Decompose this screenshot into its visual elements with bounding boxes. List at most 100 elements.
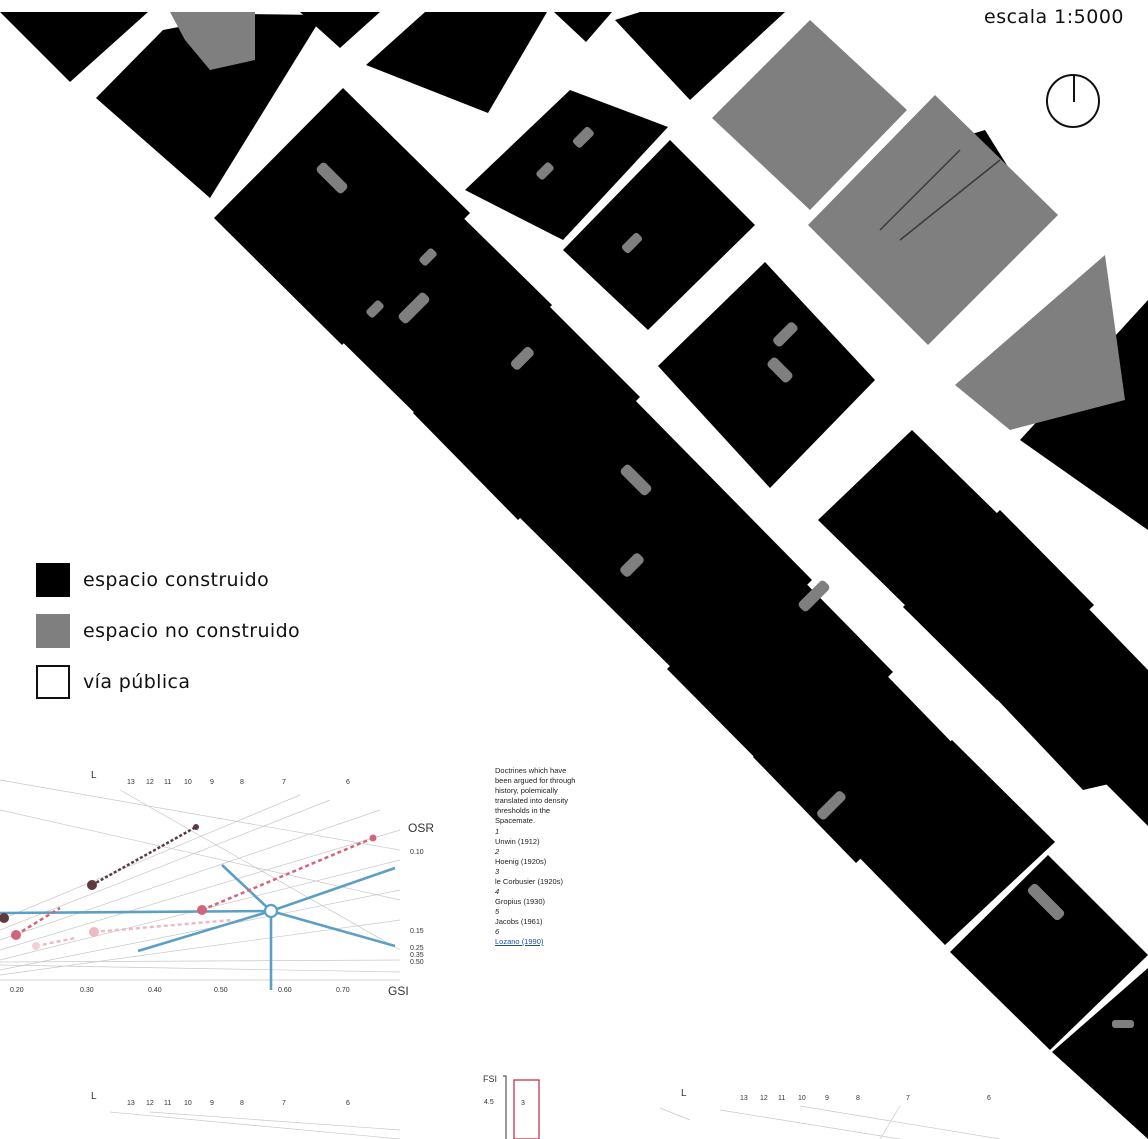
doctrine-number: 5 — [495, 907, 500, 916]
church-interior — [879, 149, 1001, 241]
courtyard-14 — [817, 791, 846, 820]
l-tick: 7 — [282, 779, 286, 786]
fsi-box-value: 3 — [521, 1100, 525, 1107]
l-tick: 11 — [164, 1100, 171, 1107]
l-tick: 8 — [856, 1095, 860, 1102]
plaza-square — [712, 20, 907, 210]
l-tick: 10 — [184, 779, 192, 786]
scale-label: escala 1:5000 — [984, 6, 1124, 28]
osr-tick: 0.50 — [410, 959, 424, 966]
courtyard-6 — [366, 300, 384, 318]
doctrine-number: 6 — [495, 927, 500, 936]
fsi-chart: FSI 4.5 3 — [483, 1074, 540, 1139]
spacemate-chart-bottom-left: L 13 12 11 10 9 8 7 6 — [91, 1091, 401, 1139]
doctrine-name: Unwin (1912) — [495, 837, 540, 846]
series-point — [89, 927, 99, 937]
north-needle — [1073, 76, 1075, 102]
doctrine-number: 3 — [495, 867, 500, 876]
courtyard-16 — [1027, 883, 1065, 921]
plaza-right — [955, 255, 1125, 430]
courtyard-9 — [773, 322, 798, 347]
block-top-left — [0, 12, 148, 82]
block-top-4 — [366, 12, 547, 113]
series-point — [369, 834, 377, 842]
l-tick: 6 — [346, 1100, 350, 1107]
spacemate-chart-bottom-right: L 13 12 11 10 9 8 7 6 — [659, 1088, 1001, 1139]
l-tick: 10 — [798, 1095, 806, 1102]
block-mid-2 — [903, 510, 1094, 700]
plaza-large — [808, 95, 1058, 345]
l-tick: 9 — [210, 779, 214, 786]
legend-item-unbuilt: espacio no construido — [36, 614, 300, 648]
block-row3-2 — [563, 140, 755, 330]
block-top-2 — [96, 14, 323, 198]
threshold-point — [263, 903, 279, 919]
osr-tick: 0.10 — [410, 849, 424, 856]
gsi-tick: 0.30 — [80, 987, 94, 994]
legend-item-built: espacio construido — [36, 563, 300, 597]
l-tick: 13 — [127, 779, 135, 786]
courtyard-3 — [536, 162, 554, 180]
map-legend: espacio construido espacio no construido… — [36, 563, 300, 716]
osr-tick: 0.15 — [410, 928, 424, 935]
block-mid-1 — [818, 430, 1004, 610]
courtyard-15 — [1112, 1020, 1134, 1028]
courtyard-10 — [767, 357, 793, 383]
l-tick: 6 — [987, 1095, 991, 1102]
series-point — [32, 942, 40, 950]
osr-tick-labels: 0.10 0.15 0.25 0.35 0.50 — [410, 849, 424, 966]
block-mid-3 — [993, 605, 1148, 790]
doctrine-name-link[interactable]: Lozano (1990) — [495, 937, 544, 946]
spacemate-chart-top: L 13 12 11 10 9 8 7 6 OSR — [0, 770, 434, 998]
blue-threshold-lines — [0, 864, 396, 990]
series-point — [193, 824, 199, 830]
l-tick-labels: 13 12 11 10 9 8 7 6 — [127, 779, 350, 786]
gsi-tick: 0.40 — [148, 987, 162, 994]
block-lower-2 — [753, 650, 966, 863]
block-row4-1 — [413, 290, 640, 520]
doctrine-name: Gropius (1930) — [495, 897, 546, 906]
gsi-tick: 0.20 — [10, 987, 24, 994]
gsi-tick: 0.60 — [278, 987, 292, 994]
legend-item-street: vía pública — [36, 665, 300, 699]
doctrine-number: 2 — [495, 847, 500, 856]
osr-axis-label: OSR — [408, 821, 434, 835]
north-arrow-icon — [1046, 74, 1100, 128]
l-tick: 12 — [146, 779, 154, 786]
series-point — [87, 880, 97, 890]
l-tick: 10 — [184, 1100, 192, 1107]
gsi-tick-labels: 0.20 0.30 0.40 0.50 0.60 0.70 — [10, 987, 350, 994]
block-edge-2 — [1097, 725, 1148, 826]
block-row2-2 — [465, 90, 668, 240]
doctrine-number: 4 — [495, 887, 500, 896]
legend-label-unbuilt: espacio no construido — [83, 620, 301, 642]
fsi-tick: 4.5 — [484, 1099, 494, 1106]
block-row2-1 — [214, 88, 470, 345]
swatch-unbuilt — [36, 614, 70, 648]
fsi-range-box — [513, 1079, 540, 1139]
grid-lines — [0, 779, 401, 981]
gsi-tick: 0.50 — [214, 987, 228, 994]
unbuilt-spaces — [170, 12, 1134, 1028]
doctrines-text: Doctrines which have been argued for thr… — [495, 766, 585, 947]
l-tick: 6 — [346, 779, 350, 786]
gsi-tick: 0.70 — [336, 987, 350, 994]
l-tick: 8 — [240, 779, 244, 786]
doctrine-name: le Corbusier (1920s) — [495, 877, 563, 886]
l-tick: 9 — [210, 1100, 214, 1107]
gsi-axis-label: GSI — [388, 984, 409, 998]
osr-tick: 0.25 — [410, 945, 424, 952]
doctrine-number: 1 — [495, 827, 500, 836]
l-tick: 13 — [740, 1095, 748, 1102]
l-tick: 12 — [146, 1100, 154, 1107]
swatch-built — [36, 563, 70, 597]
block-row4-2 — [658, 262, 875, 488]
block-lower-3 — [845, 740, 1055, 945]
series-point — [11, 930, 21, 940]
legend-label-street: vía pública — [83, 671, 191, 693]
legend-label-built: espacio construido — [83, 569, 270, 591]
doctrines-intro: Doctrines which have been argued for thr… — [495, 766, 576, 825]
fsi-axis-label: FSI — [483, 1074, 497, 1084]
block-top-5 — [554, 12, 612, 42]
